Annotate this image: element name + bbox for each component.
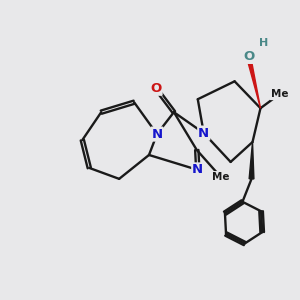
Text: N: N: [198, 127, 209, 140]
Text: Me: Me: [212, 172, 230, 182]
Polygon shape: [247, 56, 260, 108]
Text: Me: Me: [271, 89, 288, 99]
Text: H: H: [259, 38, 268, 49]
Text: N: N: [192, 164, 203, 176]
Polygon shape: [249, 142, 254, 179]
Text: O: O: [243, 50, 254, 63]
Text: O: O: [150, 82, 162, 95]
Text: N: N: [152, 128, 163, 141]
